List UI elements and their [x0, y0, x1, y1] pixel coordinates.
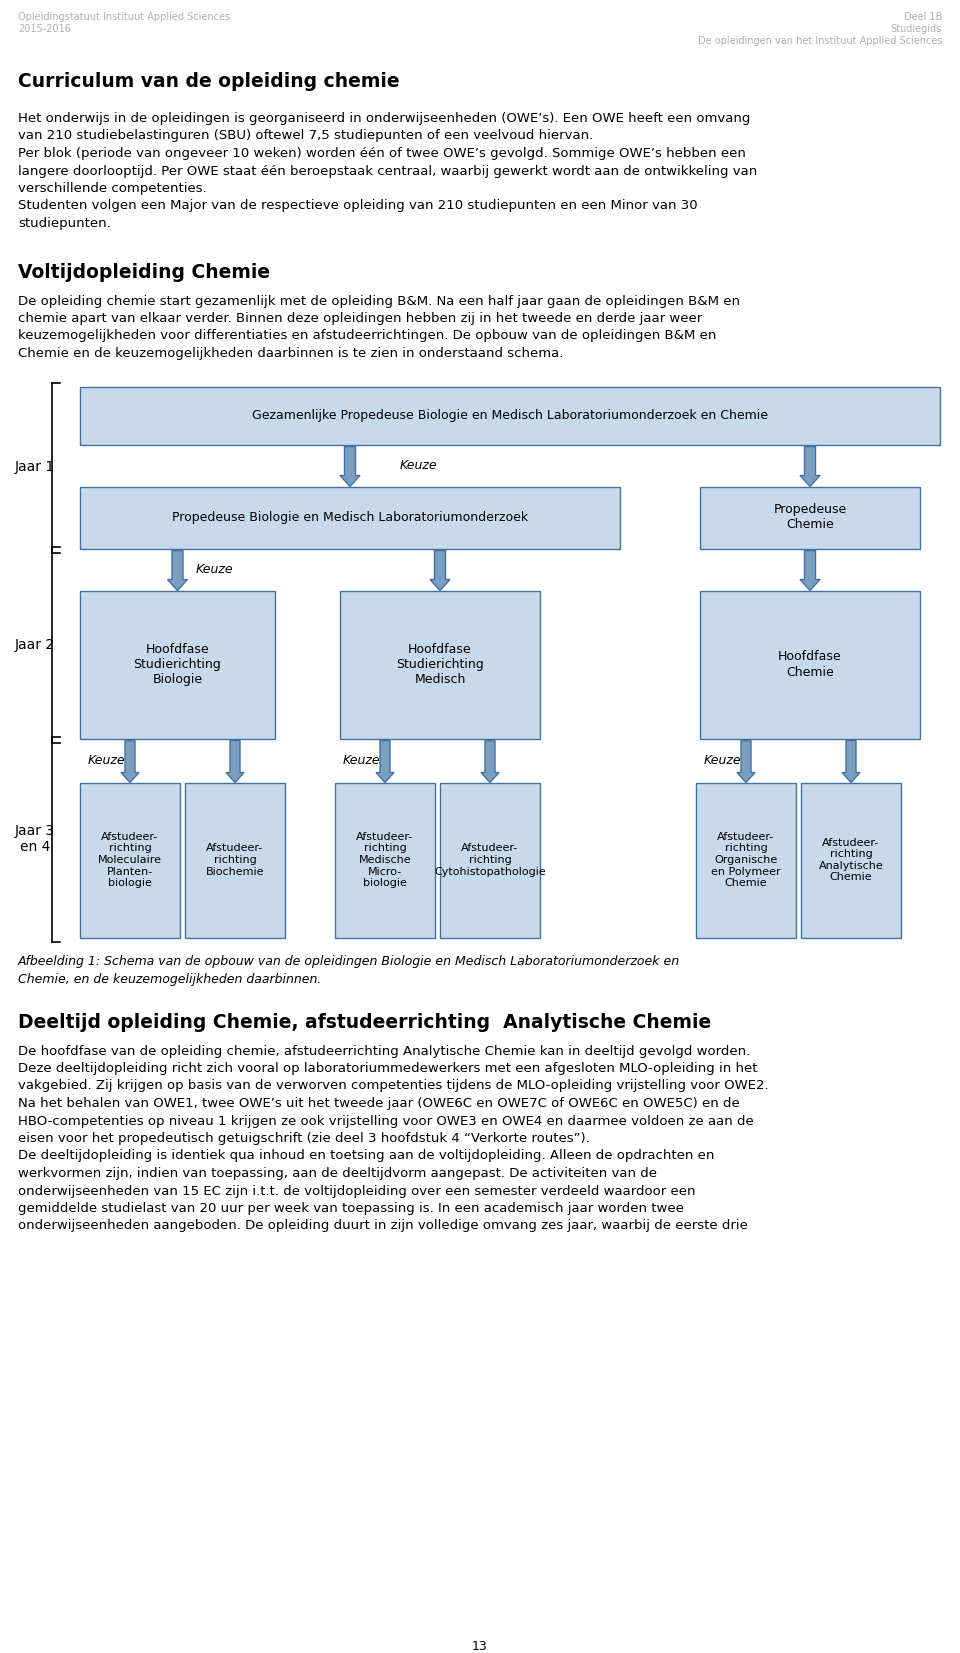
Text: Keuze: Keuze — [343, 754, 380, 767]
Text: Hoofdfase
Studierichting
Biologie: Hoofdfase Studierichting Biologie — [133, 643, 222, 686]
Polygon shape — [842, 741, 860, 782]
Text: Deel 1B: Deel 1B — [903, 12, 942, 21]
Text: De opleiding chemie start gezamenlijk met de opleiding B&M. Na een half jaar gaa: De opleiding chemie start gezamenlijk me… — [18, 294, 740, 307]
Text: Jaar 3
en 4: Jaar 3 en 4 — [15, 823, 55, 855]
Polygon shape — [800, 550, 820, 590]
Text: Afstudeer-
richting
Moleculaire
Planten-
biologie: Afstudeer- richting Moleculaire Planten-… — [98, 831, 162, 888]
Text: 2015-2016: 2015-2016 — [18, 25, 71, 35]
Text: Afbeelding 1: Schema van de opbouw van de opleidingen Biologie en Medisch Labora: Afbeelding 1: Schema van de opbouw van d… — [18, 955, 680, 969]
Text: Voltijdopleiding Chemie: Voltijdopleiding Chemie — [18, 263, 270, 281]
Text: Studiegids: Studiegids — [891, 25, 942, 35]
Text: Deze deeltijdopleiding richt zich vooral op laboratoriummedewerkers met een afge: Deze deeltijdopleiding richt zich vooral… — [18, 1061, 757, 1074]
Text: Afstudeer-
richting
Medische
Micro-
biologie: Afstudeer- richting Medische Micro- biol… — [356, 831, 414, 888]
Text: keuzemogelijkheden voor differentiaties en afstudeerrichtingen. De opbouw van de: keuzemogelijkheden voor differentiaties … — [18, 329, 716, 342]
Text: Na het behalen van OWE1, twee OWE’s uit het tweede jaar (OWE6C en OWE7C of OWE6C: Na het behalen van OWE1, twee OWE’s uit … — [18, 1098, 740, 1111]
Text: De deeltijdopleiding is identiek qua inhoud en toetsing aan de voltijdopleiding.: De deeltijdopleiding is identiek qua inh… — [18, 1149, 714, 1162]
Polygon shape — [737, 741, 755, 782]
Text: eisen voor het propedeutisch getuigschrift (zie deel 3 hoofdstuk 4 “Verkorte rou: eisen voor het propedeutisch getuigschri… — [18, 1132, 589, 1146]
FancyBboxPatch shape — [700, 590, 920, 739]
Text: langere doorlooptijd. Per OWE staat één beroepstaak centraal, waarbij gewerkt wo: langere doorlooptijd. Per OWE staat één … — [18, 165, 757, 177]
Polygon shape — [376, 741, 394, 782]
Polygon shape — [481, 741, 499, 782]
Text: Chemie en de keuzemogelijkheden daarbinnen is te zien in onderstaand schema.: Chemie en de keuzemogelijkheden daarbinn… — [18, 347, 564, 360]
Text: Hoofdfase
Chemie: Hoofdfase Chemie — [779, 651, 842, 678]
Text: Het onderwijs in de opleidingen is georganiseerd in onderwijseenheden (OWE’s). E: Het onderwijs in de opleidingen is georg… — [18, 112, 751, 126]
Text: Studenten volgen een Major van de respectieve opleiding van 210 studiepunten en : Studenten volgen een Major van de respec… — [18, 200, 698, 213]
FancyBboxPatch shape — [696, 782, 796, 937]
FancyBboxPatch shape — [80, 387, 940, 445]
Text: Opleidingstatuut Instituut Applied Sciences: Opleidingstatuut Instituut Applied Scien… — [18, 12, 230, 21]
Text: Propedeuse
Chemie: Propedeuse Chemie — [774, 504, 847, 532]
Text: Afstudeer-
richting
Analytische
Chemie: Afstudeer- richting Analytische Chemie — [819, 838, 883, 883]
FancyBboxPatch shape — [340, 590, 540, 739]
Text: De opleidingen van het Instituut Applied Sciences: De opleidingen van het Instituut Applied… — [698, 36, 942, 46]
Text: Curriculum van de opleiding chemie: Curriculum van de opleiding chemie — [18, 73, 399, 91]
Text: Afstudeer-
richting
Biochemie: Afstudeer- richting Biochemie — [205, 843, 264, 876]
Text: Chemie, en de keuzemogelijkheden daarbinnen.: Chemie, en de keuzemogelijkheden daarbin… — [18, 974, 322, 985]
Text: Keuze: Keuze — [400, 460, 438, 473]
Text: studiepunten.: studiepunten. — [18, 217, 110, 230]
Text: chemie apart van elkaar verder. Binnen deze opleidingen hebben zij in het tweede: chemie apart van elkaar verder. Binnen d… — [18, 312, 703, 326]
Polygon shape — [340, 446, 360, 486]
Text: van 210 studiebelastinguren (SBU) oftewel 7,5 studiepunten of een veelvoud hierv: van 210 studiebelastinguren (SBU) oftewe… — [18, 129, 593, 142]
Text: Keuze: Keuze — [88, 754, 126, 767]
FancyBboxPatch shape — [440, 782, 540, 937]
FancyBboxPatch shape — [80, 782, 180, 937]
FancyBboxPatch shape — [80, 590, 275, 739]
FancyBboxPatch shape — [700, 486, 920, 549]
Polygon shape — [430, 550, 450, 590]
Text: Gezamenlijke Propedeuse Biologie en Medisch Laboratoriumonderzoek en Chemie: Gezamenlijke Propedeuse Biologie en Medi… — [252, 408, 768, 422]
Text: Propedeuse Biologie en Medisch Laboratoriumonderzoek: Propedeuse Biologie en Medisch Laborator… — [172, 511, 528, 524]
Text: werkvormen zijn, indien van toepassing, aan de deeltijdvorm aangepast. De activi: werkvormen zijn, indien van toepassing, … — [18, 1167, 657, 1180]
Text: Hoofdfase
Studierichting
Medisch: Hoofdfase Studierichting Medisch — [396, 643, 484, 686]
Text: Jaar 2: Jaar 2 — [15, 638, 55, 651]
Polygon shape — [167, 550, 187, 590]
Text: vakgebied. Zij krijgen op basis van de verworven competenties tijdens de MLO-opl: vakgebied. Zij krijgen op basis van de v… — [18, 1079, 769, 1093]
Text: verschillende competenties.: verschillende competenties. — [18, 182, 206, 195]
Polygon shape — [800, 446, 820, 486]
Text: Per blok (periode van ongeveer 10 weken) worden één of twee OWE’s gevolgd. Sommi: Per blok (periode van ongeveer 10 weken)… — [18, 147, 746, 160]
Text: gemiddelde studielast van 20 uur per week van toepassing is. In een academisch j: gemiddelde studielast van 20 uur per wee… — [18, 1202, 684, 1215]
Text: 13: 13 — [472, 1640, 488, 1653]
Text: onderwijseenheden van 15 EC zijn i.t.t. de voltijdopleiding over een semester ve: onderwijseenheden van 15 EC zijn i.t.t. … — [18, 1185, 695, 1197]
FancyBboxPatch shape — [335, 782, 435, 937]
Text: Afstudeer-
richting
Organische
en Polymeer
Chemie: Afstudeer- richting Organische en Polyme… — [711, 831, 780, 888]
Polygon shape — [226, 741, 244, 782]
FancyBboxPatch shape — [185, 782, 285, 937]
Text: Afstudeer-
richting
Cytohistopathologie: Afstudeer- richting Cytohistopathologie — [434, 843, 546, 876]
Text: Keuze: Keuze — [196, 564, 233, 575]
Text: onderwijseenheden aangeboden. De opleiding duurt in zijn volledige omvang zes ja: onderwijseenheden aangeboden. De opleidi… — [18, 1220, 748, 1233]
FancyBboxPatch shape — [801, 782, 901, 937]
Text: Jaar 1: Jaar 1 — [15, 461, 56, 474]
FancyBboxPatch shape — [80, 486, 620, 549]
Polygon shape — [121, 741, 139, 782]
Text: De hoofdfase van de opleiding chemie, afstudeerrichting Analytische Chemie kan i: De hoofdfase van de opleiding chemie, af… — [18, 1045, 751, 1058]
Text: Keuze: Keuze — [704, 754, 742, 767]
Text: Deeltijd opleiding Chemie, afstudeerrichting  Analytische Chemie: Deeltijd opleiding Chemie, afstudeerrich… — [18, 1013, 711, 1031]
Text: HBO-competenties op niveau 1 krijgen ze ook vrijstelling voor OWE3 en OWE4 en da: HBO-competenties op niveau 1 krijgen ze … — [18, 1114, 754, 1127]
